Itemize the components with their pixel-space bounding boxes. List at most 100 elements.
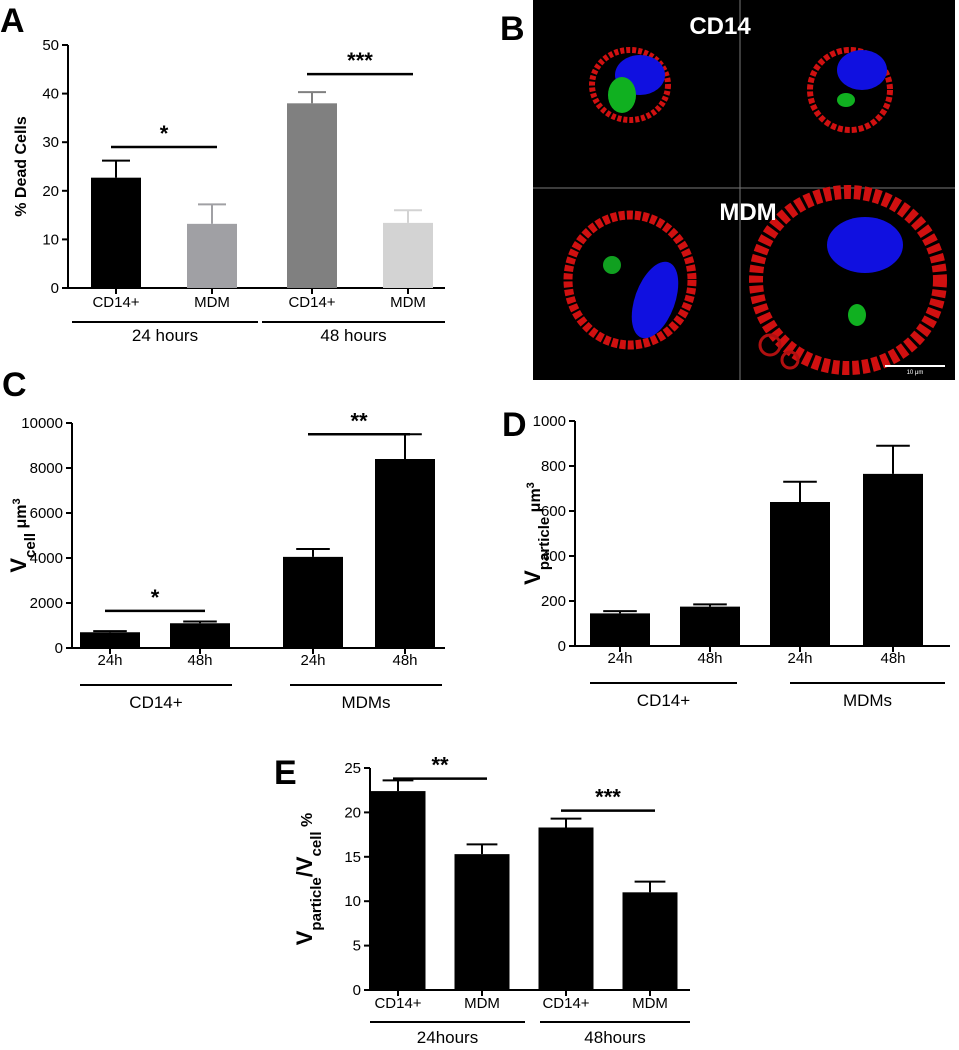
scale-bar-label: 10 μm (907, 370, 924, 376)
y-tick-label: 10 (344, 893, 361, 910)
y-axis-label: % Dead Cells (13, 116, 30, 217)
y-axis-label: Vparticle μm3 (520, 482, 553, 585)
y-tick-label: 0 (353, 982, 361, 999)
panel-label: D (502, 406, 527, 444)
group-label: 24hours (417, 1028, 478, 1047)
y-tick-label: 10 (42, 231, 59, 248)
y-tick-label: 200 (541, 593, 566, 610)
x-tick-label: 24h (300, 652, 325, 669)
error-bar (394, 209, 422, 223)
y-axis-label-part: V (292, 930, 317, 945)
panel-label: A (0, 2, 25, 40)
error-bar (550, 817, 582, 828)
y-axis-label-part: particle (308, 877, 325, 930)
y-tick-label: 30 (42, 134, 59, 151)
y-axis-label-part: V (6, 558, 31, 573)
y-tick-label: 400 (541, 548, 566, 565)
y-tick-label: 50 (42, 37, 59, 54)
error-bar (634, 880, 666, 893)
x-tick-label: CD14+ (542, 995, 589, 1012)
x-tick-label: CD14+ (374, 995, 421, 1012)
y-axis-label-part: μm (527, 488, 544, 516)
error-bar (783, 480, 817, 502)
x-tick-label: 48h (880, 650, 905, 667)
group-label: CD14+ (637, 691, 690, 710)
error-bar (296, 548, 330, 557)
y-tick-label: 0 (558, 638, 566, 655)
bar (80, 632, 140, 648)
x-tick-label: MDM (464, 995, 500, 1012)
significance-label: * (151, 585, 160, 610)
bar (91, 177, 141, 288)
bar (375, 459, 435, 648)
bar (187, 223, 237, 288)
y-axis-label-part: μm (13, 504, 30, 532)
x-tick-label: MDM (194, 294, 230, 311)
significance-label: *** (347, 48, 373, 73)
bar (287, 103, 337, 288)
y-axis-label-part: % (299, 813, 316, 832)
panel-label: C (2, 366, 27, 404)
y-tick-label: 20 (42, 183, 59, 200)
y-tick-label: 0 (51, 280, 59, 297)
x-tick-label: 48h (697, 650, 722, 667)
x-tick-label: 24h (607, 650, 632, 667)
bar (590, 613, 650, 646)
y-tick-label: 4000 (30, 550, 63, 567)
y-tick-label: 15 (344, 849, 361, 866)
y-tick-label: 600 (541, 503, 566, 520)
y-tick-label: 1000 (533, 413, 566, 430)
y-axis-label-part: V (520, 570, 545, 585)
bar (170, 623, 230, 648)
y-tick-label: 0 (55, 640, 63, 657)
error-bar (876, 444, 910, 474)
error-bar (298, 91, 326, 104)
bar (370, 791, 426, 990)
error-bar (388, 433, 422, 459)
significance-label: *** (595, 785, 621, 810)
significance-label: * (160, 121, 169, 146)
y-axis-label-part: cell (22, 533, 39, 558)
y-tick-label: 8000 (30, 460, 63, 477)
error-bar (603, 610, 637, 614)
bar (454, 854, 510, 990)
group-label: 48 hours (320, 326, 386, 345)
y-axis-label-part: 3 (525, 482, 537, 488)
group-label: CD14+ (129, 693, 182, 712)
y-axis-label-part: particle (536, 517, 553, 570)
y-tick-label: 800 (541, 458, 566, 475)
y-tick-label: 40 (42, 86, 59, 103)
x-tick-label: CD14+ (288, 294, 335, 311)
bar (770, 502, 830, 646)
y-axis-label: Vparticle/Vcell % (292, 813, 325, 946)
y-axis-label-part: cell (308, 831, 325, 856)
error-bar (466, 843, 498, 855)
bar (283, 556, 343, 648)
group-label: MDMs (843, 691, 892, 710)
significance-label: ** (431, 753, 449, 778)
micrograph (533, 0, 955, 380)
panel-label: E (274, 754, 297, 792)
group-label: 24 hours (132, 326, 198, 345)
image-label: MDM (719, 199, 776, 226)
x-tick-label: MDM (390, 294, 426, 311)
panel-label: B (500, 10, 525, 48)
image-label: CD14 (689, 13, 751, 40)
bar (538, 827, 594, 990)
y-tick-label: 6000 (30, 505, 63, 522)
error-bar (382, 779, 414, 792)
y-tick-label: 2000 (30, 595, 63, 612)
error-bar (102, 159, 130, 178)
x-tick-label: 24h (97, 652, 122, 669)
x-tick-label: CD14+ (92, 294, 139, 311)
x-tick-label: 48h (392, 652, 417, 669)
bar (680, 606, 740, 646)
x-tick-label: MDM (632, 995, 668, 1012)
group-label: 48hours (584, 1028, 645, 1047)
group-label: MDMs (341, 693, 390, 712)
y-tick-label: 10000 (21, 415, 63, 432)
bar (383, 222, 433, 288)
y-axis-label: Vcell μm3 (6, 498, 39, 572)
error-bar (693, 603, 727, 607)
